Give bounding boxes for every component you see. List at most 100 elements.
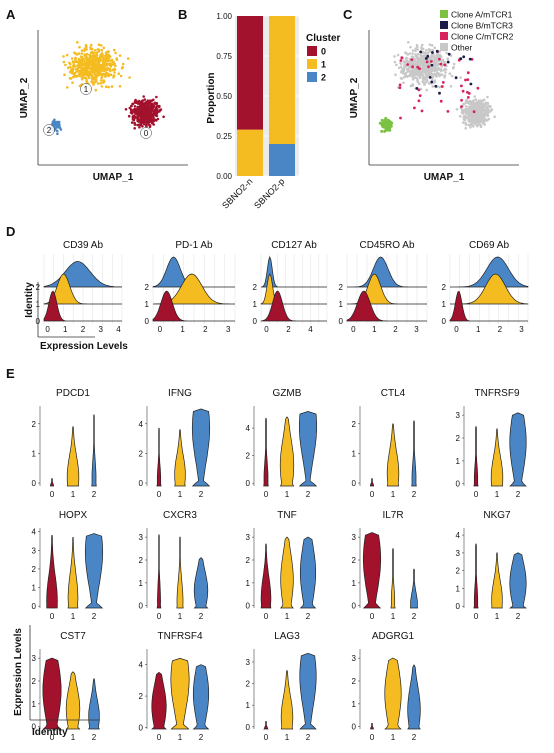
clone-a-point <box>384 121 388 125</box>
umap-c-point <box>472 105 476 108</box>
umap-a-point <box>73 65 77 68</box>
violin-x-tick: 2 <box>199 490 204 499</box>
umap-a-point <box>111 68 114 72</box>
umap-a-point <box>105 51 108 54</box>
umap-a-point <box>90 80 94 83</box>
umap-c-point <box>421 65 425 68</box>
umap-c-point <box>396 53 400 57</box>
umap-a-point <box>103 73 106 77</box>
umap-a-point <box>154 113 158 116</box>
cluster-label-1: 1 <box>84 85 89 94</box>
umap-c-point <box>486 107 490 111</box>
umap-a-point <box>140 119 143 123</box>
umap-c-point <box>471 107 475 111</box>
umap-a-point <box>148 124 152 127</box>
violin-title: NKG7 <box>483 510 511 521</box>
umap-c-point <box>424 49 428 52</box>
umap-c-point <box>476 100 480 104</box>
umap-c-point <box>415 55 418 58</box>
umap-c-point <box>407 41 410 44</box>
violin-x-tick: 2 <box>306 612 311 621</box>
ridgeline-cd69-ab: CD69 Ab 0 1 2 3 0 1 2 <box>442 240 529 334</box>
umap-a-point <box>84 62 88 66</box>
umap-clusters-plot: UMAP_1 UMAP_2 1 0 2 <box>19 30 188 183</box>
violin-y-tick: 0 <box>139 723 144 732</box>
panel-label-e: E <box>6 366 15 381</box>
bar-segment-0 <box>237 16 263 130</box>
clone-legend-label: Other <box>451 43 472 53</box>
umap-c-point <box>414 71 418 75</box>
violin-x-tick: 0 <box>50 733 55 742</box>
umap-c-point <box>431 72 434 76</box>
proportion-y-tick: 0.50 <box>216 92 232 101</box>
umap-c-point <box>461 121 465 124</box>
violin-y-tick: 0 <box>139 479 144 488</box>
violin-1 <box>490 428 504 487</box>
proportion-y-ticks: 0.00 0.25 0.50 0.75 1.00 <box>216 12 232 181</box>
umap-c-point <box>404 51 407 54</box>
violin-2 <box>84 533 104 609</box>
umap-a-point <box>100 72 103 76</box>
ridgeline-x-tick: 0 <box>454 325 459 334</box>
umap-c-point <box>473 95 477 98</box>
umap-a-point <box>137 123 141 127</box>
violin-y-tick: 2 <box>456 434 461 443</box>
violin-2 <box>299 536 317 609</box>
violin-1 <box>67 536 79 609</box>
umap-a-point <box>53 120 56 124</box>
clone-c-point <box>441 81 445 84</box>
clone-b-point <box>454 76 458 80</box>
umap-c-point <box>411 83 414 87</box>
umap-c-point <box>423 83 426 86</box>
umap-a-point <box>152 104 155 107</box>
violin-x-tick: 0 <box>264 612 269 621</box>
proportion-y-tick: 0.25 <box>216 132 232 141</box>
umap-a-point <box>143 119 146 122</box>
umap-a-point <box>127 114 131 118</box>
violin-y-tick: 1 <box>456 457 461 466</box>
umap-a-point <box>77 52 81 55</box>
umap-c-point <box>444 68 448 71</box>
panel-label-c: C <box>343 7 353 22</box>
clone-b-point <box>435 49 439 53</box>
umap-c-point <box>404 65 408 68</box>
violin-0 <box>49 478 55 487</box>
violin-y-tick: 1 <box>352 579 357 588</box>
umap-a-point <box>141 105 145 108</box>
violin-y-tick: 3 <box>32 654 37 663</box>
umap-a-point <box>74 56 77 60</box>
umap-a-point <box>83 71 87 75</box>
umap-a-point <box>65 53 69 57</box>
violin-0 <box>473 426 479 487</box>
clone-b-point <box>447 52 451 56</box>
umap-a-point <box>56 132 59 136</box>
violin-1 <box>176 536 184 609</box>
umap-a-point <box>145 124 148 128</box>
umap-a-point <box>88 53 92 57</box>
umap-a-point <box>151 115 154 118</box>
violin-y-tick: 1 <box>32 700 37 709</box>
umap-c-point <box>483 104 486 107</box>
ridgeline-x-tick: 3 <box>99 325 104 334</box>
violin-title: GZMB <box>273 388 302 399</box>
violin-y-tick: 1 <box>139 579 144 588</box>
violin-2 <box>299 652 317 730</box>
umap-c-point <box>415 43 419 47</box>
umap-a-x-label: UMAP_1 <box>93 172 134 183</box>
violin-x-tick: 0 <box>157 733 162 742</box>
umap-a-point <box>100 75 104 78</box>
violin-title: LAG3 <box>274 631 300 642</box>
violin-x-tick: 1 <box>285 612 290 621</box>
ridgeline-x-tick: 0 <box>264 325 269 334</box>
umap-a-point <box>117 72 121 75</box>
clone-b-point <box>419 50 423 54</box>
ridgeline-cd45ro-ab: CD45RO Ab 0 1 2 3 0 1 2 <box>339 240 428 334</box>
umap-c-point <box>452 65 456 69</box>
violin-x-tick: 2 <box>306 490 311 499</box>
umap-c-point <box>399 65 403 69</box>
ridgeline-y-tick: 1 <box>145 300 150 309</box>
umap-c-point <box>412 69 415 72</box>
umap-c-point <box>414 68 418 72</box>
